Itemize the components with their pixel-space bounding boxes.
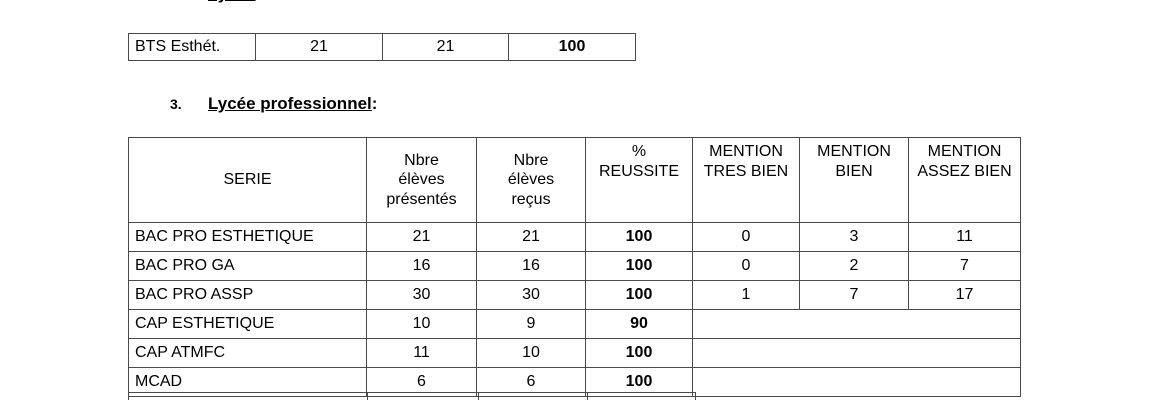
column-header-mention-bien-line2: BIEN bbox=[835, 162, 873, 180]
partial-row-table: CAP AP PETITE ENFANCE bbox=[128, 392, 696, 400]
presentes-cell: 11 bbox=[366, 338, 477, 368]
lycee-professionnel-results-table: SERIE Nbre élèves présentés Nbre élèves … bbox=[128, 137, 1021, 397]
bts-serie-cell: BTS Esthét. bbox=[128, 33, 256, 61]
recus-cell: 9 bbox=[476, 309, 586, 339]
pct-reussite-cell: 100 bbox=[585, 251, 693, 281]
presentes-cell: 10 bbox=[366, 309, 477, 339]
presentes-cell: 21 bbox=[366, 222, 477, 252]
mention-assez-bien-cell: 11 bbox=[908, 222, 1021, 252]
column-header-mention-bien: MENTION BIEN bbox=[799, 137, 909, 223]
column-header-presentes-line1: Nbre bbox=[404, 151, 439, 169]
column-header-presentes: Nbre élèves présentés bbox=[366, 137, 477, 223]
serie-cell: BAC PRO ESTHETIQUE bbox=[128, 222, 367, 252]
empty-mentions-cell bbox=[692, 309, 1021, 339]
column-header-mention-tres-bien-line1: MENTION bbox=[709, 143, 783, 160]
table-row: BTS Esthét. 21 21 100 bbox=[128, 33, 636, 61]
pct-reussite-cell bbox=[587, 392, 696, 400]
empty-mentions-cell bbox=[692, 367, 1021, 397]
page-title: 3. Lycée professionnel: bbox=[170, 94, 377, 114]
recus-cell: 30 bbox=[476, 280, 586, 310]
column-header-mention-bien-line1: MENTION bbox=[817, 143, 891, 160]
mention-assez-bien-cell: 7 bbox=[908, 251, 1021, 281]
section-heading-title: Lycée professionnel bbox=[208, 94, 372, 113]
table-row: BAC PRO ESTHETIQUE 21 21 100 0 3 11 bbox=[128, 222, 1021, 252]
bts-presentes-cell: 21 bbox=[255, 33, 383, 61]
column-header-serie: SERIE bbox=[128, 137, 367, 223]
recus-cell: 21 bbox=[476, 222, 586, 252]
serie-cell: BAC PRO GA bbox=[128, 251, 367, 281]
mention-tres-bien-cell: 0 bbox=[692, 251, 800, 281]
mention-bien-cell: 2 bbox=[799, 251, 909, 281]
table-row: CAP AP PETITE ENFANCE bbox=[128, 392, 696, 400]
bts-recus-cell: 21 bbox=[382, 33, 509, 61]
mention-tres-bien-cell: 1 bbox=[692, 280, 800, 310]
presentes-cell: 16 bbox=[366, 251, 477, 281]
column-header-recus-line2: élèves bbox=[507, 171, 555, 189]
serie-cell: BAC PRO ASSP bbox=[128, 280, 367, 310]
pct-reussite-cell: 100 bbox=[585, 338, 693, 368]
top-partial-heading-colon: : bbox=[256, 0, 262, 3]
serie-cell: CAP ESTHETIQUE bbox=[128, 309, 367, 339]
pct-reussite-cell: 100 bbox=[585, 280, 693, 310]
bts-results-table: BTS Esthét. 21 21 100 bbox=[128, 33, 636, 61]
empty-mentions-cell bbox=[692, 338, 1021, 368]
column-header-mention-assez-bien-line2: ASSEZ BIEN bbox=[917, 162, 1012, 180]
bts-pct-reussite-cell: 100 bbox=[508, 33, 636, 61]
top-partial-heading: 2.Lycée: bbox=[170, 0, 261, 4]
table-row: CAP ATMFC 11 10 100 bbox=[128, 338, 1021, 368]
column-header-presentes-line3: présentés bbox=[386, 190, 457, 208]
column-header-mention-assez-bien-line1: MENTION bbox=[927, 143, 1002, 160]
column-header-mention-tres-bien: MENTION TRES BIEN bbox=[692, 137, 800, 223]
serie-cell: CAP ATMFC bbox=[128, 338, 367, 368]
table-row: CAP ESTHETIQUE 10 9 90 bbox=[128, 309, 1021, 339]
section-heading-colon: : bbox=[371, 94, 378, 113]
presentes-cell: 30 bbox=[366, 280, 477, 310]
column-header-recus: Nbre élèves reçus bbox=[476, 137, 586, 223]
table-header-row: SERIE Nbre élèves présentés Nbre élèves … bbox=[128, 137, 1021, 223]
mention-assez-bien-cell: 17 bbox=[908, 280, 1021, 310]
column-header-recus-line1: Nbre bbox=[513, 151, 549, 169]
table-row: BAC PRO ASSP 30 30 100 1 7 17 bbox=[128, 280, 1021, 310]
mention-bien-cell: 7 bbox=[799, 280, 909, 310]
top-partial-heading-title: Lycée bbox=[208, 0, 256, 3]
top-partial-heading-number: 2. bbox=[170, 0, 208, 4]
partial-row-clip: CAP AP PETITE ENFANCE bbox=[128, 392, 696, 400]
column-header-mention-tres-bien-line2: TRES BIEN bbox=[703, 162, 789, 180]
pct-reussite-cell: 100 bbox=[585, 222, 693, 252]
serie-cell: CAP AP PETITE ENFANCE bbox=[128, 392, 369, 400]
pct-reussite-cell: 90 bbox=[585, 309, 693, 339]
recus-cell: 10 bbox=[476, 338, 586, 368]
top-partial-heading-clip: 2.Lycée: bbox=[0, 0, 1150, 14]
recus-cell bbox=[477, 392, 589, 400]
column-header-pct-reussite: % REUSSITE bbox=[585, 137, 693, 223]
column-header-presentes-line2: élèves bbox=[398, 171, 445, 189]
column-header-recus-line3: reçus bbox=[511, 190, 551, 208]
section-heading-number: 3. bbox=[170, 96, 182, 112]
column-header-mention-assez-bien: MENTION ASSEZ BIEN bbox=[908, 137, 1021, 223]
mention-bien-cell: 3 bbox=[799, 222, 909, 252]
table-row: BAC PRO GA 16 16 100 0 2 7 bbox=[128, 251, 1021, 281]
recus-cell: 16 bbox=[476, 251, 586, 281]
mention-tres-bien-cell: 0 bbox=[692, 222, 800, 252]
presentes-cell bbox=[367, 392, 479, 400]
